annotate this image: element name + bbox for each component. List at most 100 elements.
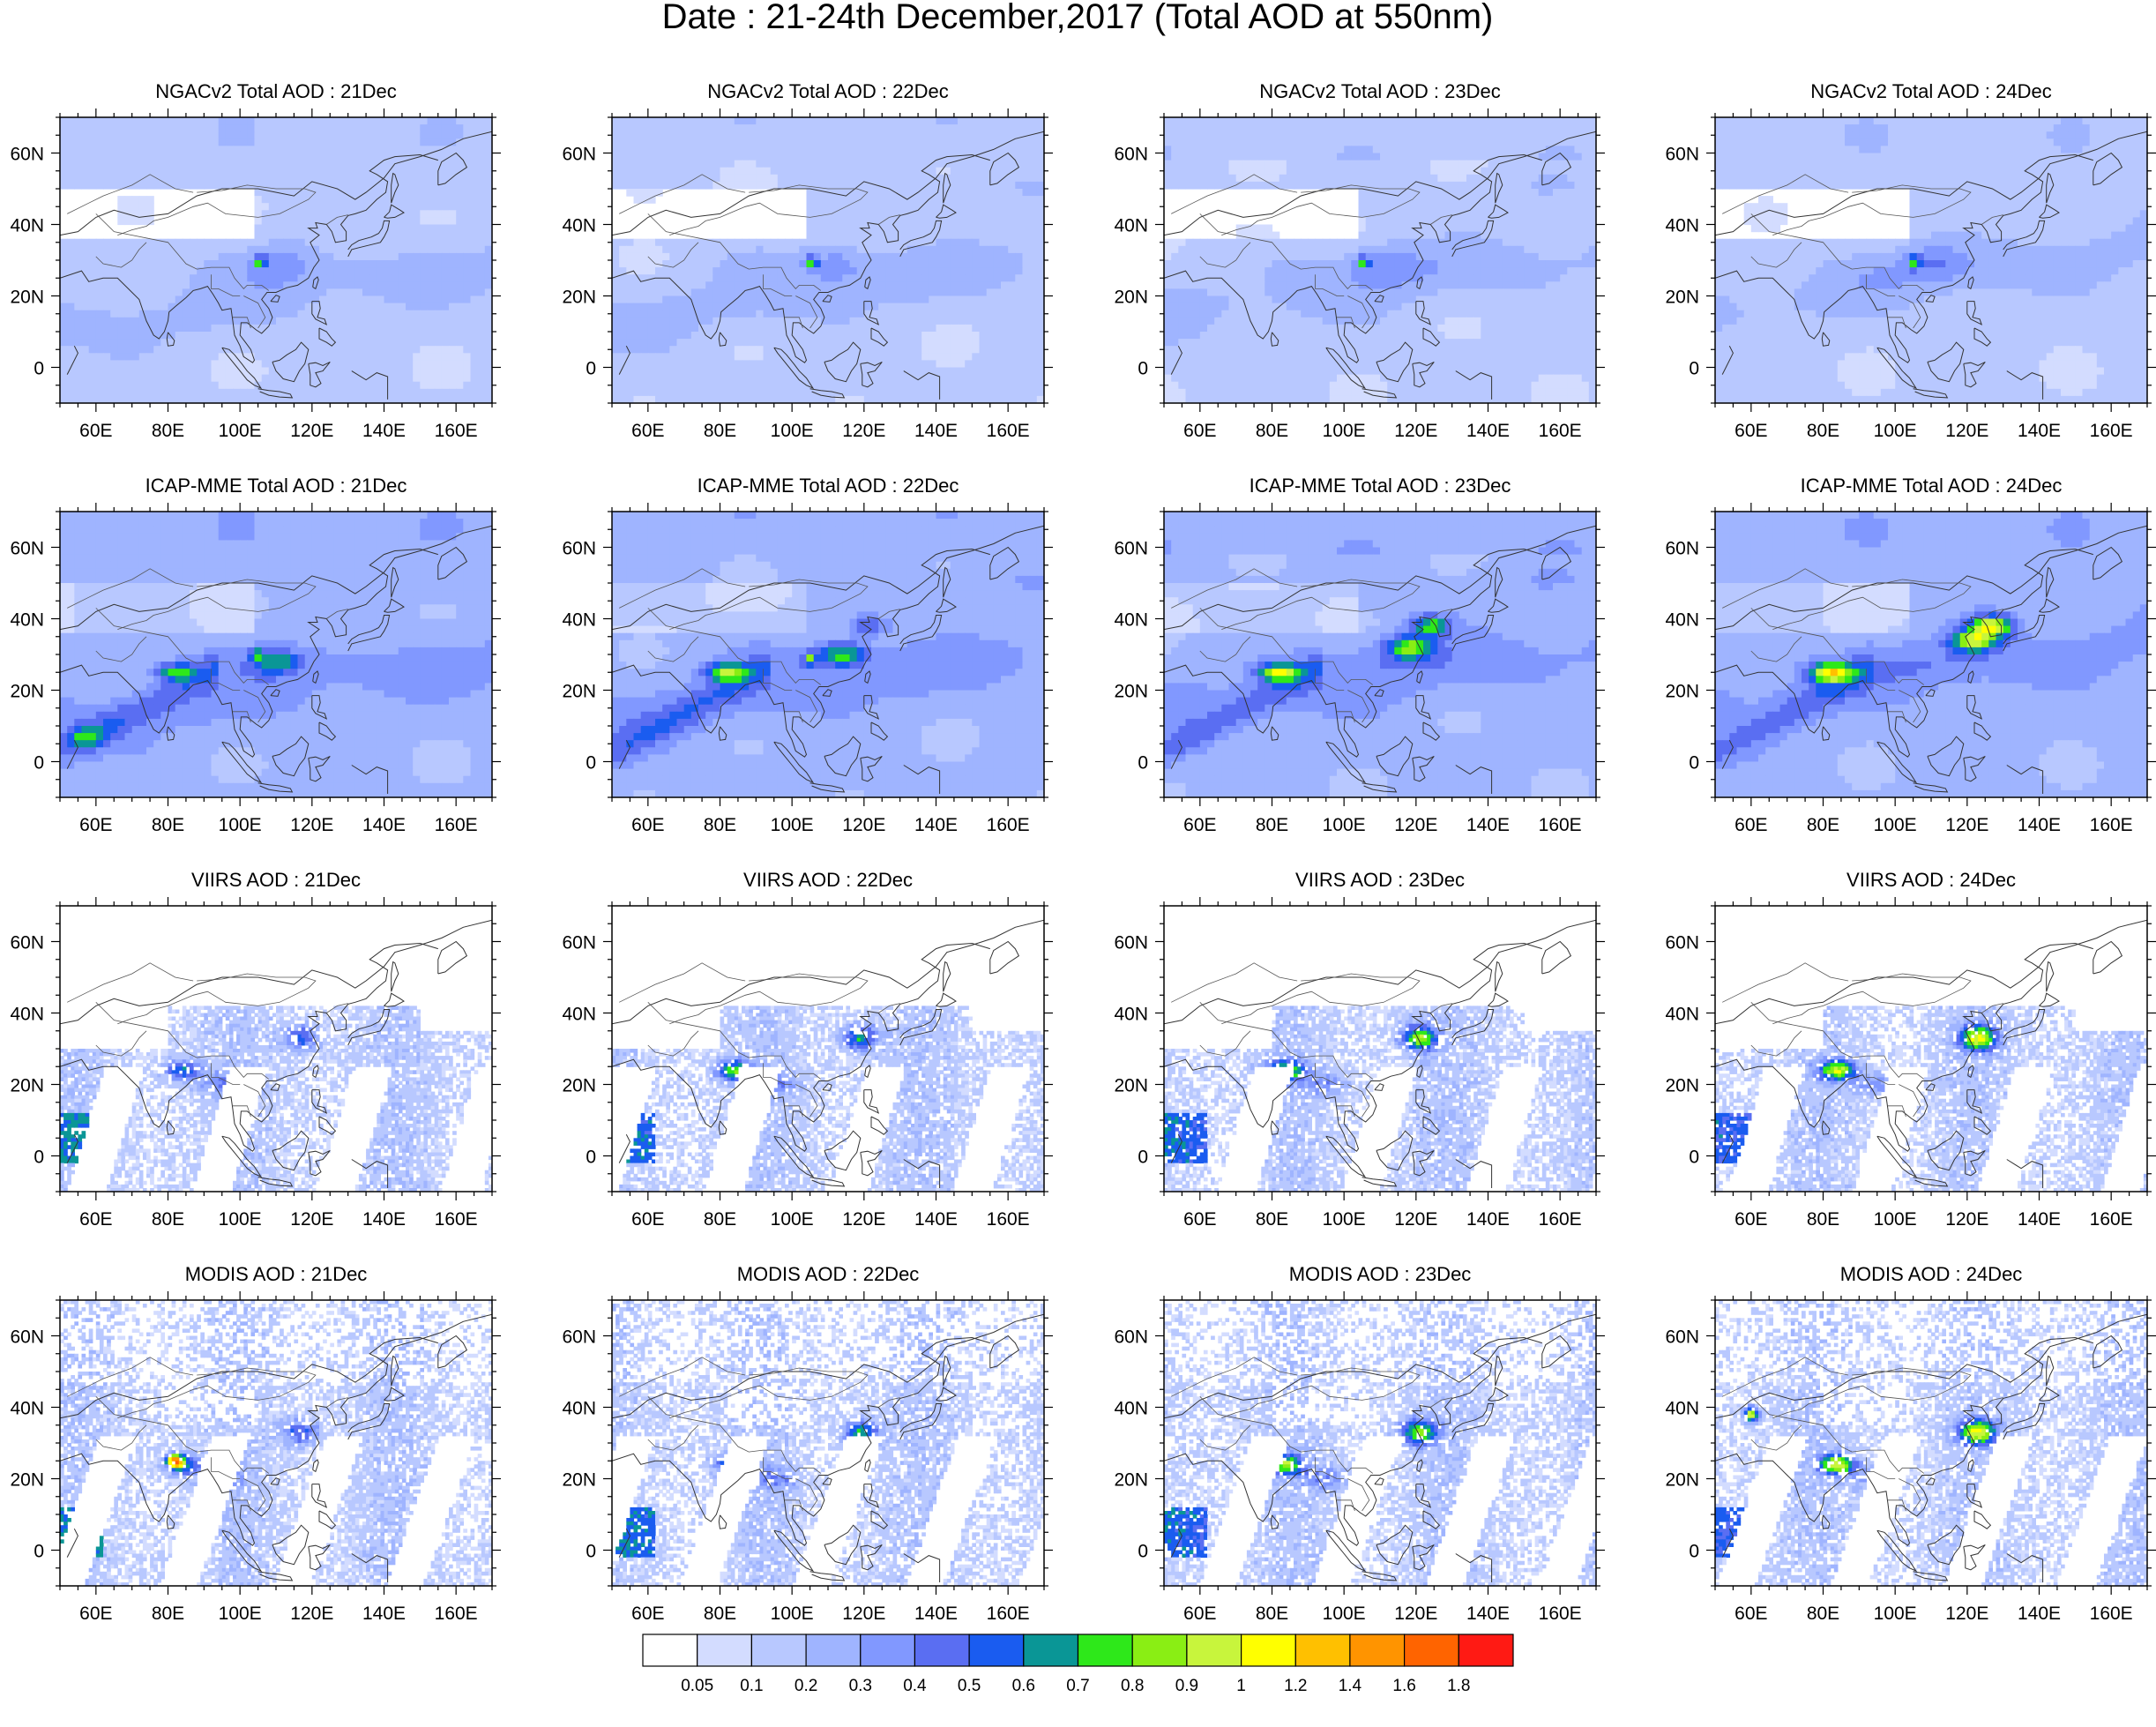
- x-tick-label: 120E: [842, 421, 885, 441]
- x-tick-label: 120E: [290, 421, 333, 441]
- colorbar-box: [1349, 1634, 1406, 1667]
- aod-field: [612, 512, 1044, 797]
- y-tick-label: 60N: [10, 145, 44, 165]
- y-tick-label: 0: [34, 359, 44, 379]
- x-tick-label: 140E: [362, 1209, 406, 1230]
- x-tick-label: 80E: [1807, 815, 1839, 835]
- y-tick-label: 20N: [562, 682, 596, 702]
- x-tick-label: 140E: [362, 815, 406, 835]
- x-tick-label: 160E: [987, 1209, 1030, 1230]
- colorbar-box: [1458, 1634, 1514, 1667]
- x-tick-label: 160E: [435, 1209, 478, 1230]
- aod-field: [1164, 906, 1596, 1192]
- panel-title: NGACv2 Total AOD : 23Dec: [1259, 80, 1501, 102]
- colorbar-label: 0.3: [849, 1677, 872, 1695]
- y-tick-label: 40N: [1665, 1399, 1699, 1419]
- map-panel: VIIRS AOD : 21Dec 60E 80E 100E 120E 140E 160E 0…: [10, 869, 501, 1230]
- colorbar-box: [968, 1634, 1025, 1667]
- y-tick-label: 0: [1138, 1542, 1148, 1562]
- map-panel: ICAP-MME Total AOD : 22Dec 60E 80E 100E 120E…: [562, 475, 1053, 835]
- x-tick-label: 100E: [771, 1209, 814, 1230]
- y-tick-label: 0: [586, 1542, 596, 1562]
- aod-field: [60, 1300, 492, 1586]
- borders: [619, 174, 900, 329]
- x-tick-label: 80E: [704, 1209, 736, 1230]
- panel-title: NGACv2 Total AOD : 22Dec: [707, 80, 949, 102]
- colorbar-label: 0.8: [1121, 1677, 1144, 1695]
- y-tick-label: 60N: [562, 539, 596, 559]
- x-tick-label: 160E: [987, 421, 1030, 441]
- colorbar-label: 0.9: [1175, 1677, 1198, 1695]
- x-tick-label: 160E: [1539, 1604, 1582, 1624]
- x-tick-label: 160E: [435, 1604, 478, 1624]
- x-tick-label: 80E: [1256, 815, 1288, 835]
- x-tick-label: 100E: [1874, 1604, 1917, 1624]
- x-tick-label: 80E: [1807, 1604, 1839, 1624]
- panel-title: NGACv2 Total AOD : 21Dec: [155, 80, 397, 102]
- y-tick-label: 0: [1689, 1148, 1699, 1168]
- panel-title: ICAP-MME Total AOD : 21Dec: [145, 475, 407, 497]
- y-tick-label: 20N: [1665, 1470, 1699, 1491]
- x-tick-label: 140E: [2018, 1604, 2061, 1624]
- colorbar-label: 1.4: [1339, 1677, 1362, 1695]
- x-tick-label: 120E: [1945, 815, 1988, 835]
- colorbar-box: [642, 1634, 698, 1667]
- x-tick-label: 100E: [219, 815, 262, 835]
- x-tick-label: 60E: [79, 421, 112, 441]
- panel-title: ICAP-MME Total AOD : 22Dec: [698, 475, 959, 497]
- x-tick-label: 60E: [1734, 1209, 1767, 1230]
- x-tick-label: 80E: [1807, 1209, 1839, 1230]
- panel-title: NGACv2 Total AOD : 24Dec: [1810, 80, 2052, 102]
- x-tick-label: 160E: [987, 815, 1030, 835]
- x-tick-label: 60E: [1734, 815, 1767, 835]
- x-tick-label: 120E: [842, 815, 885, 835]
- x-tick-label: 60E: [1734, 1604, 1767, 1624]
- y-tick-label: 20N: [1114, 682, 1148, 702]
- map-panel: MODIS AOD : 21Dec 60E 80E 100E 120E 140E 160E 0…: [10, 1263, 501, 1624]
- x-tick-label: 120E: [1945, 1209, 1988, 1230]
- map-panel: ICAP-MME Total AOD : 24Dec 60E 80E 100E 120E…: [1665, 475, 2156, 835]
- x-tick-label: 160E: [2090, 1209, 2133, 1230]
- y-tick-label: 20N: [1114, 1076, 1148, 1096]
- x-tick-label: 140E: [914, 421, 958, 441]
- colorbar-box: [805, 1634, 862, 1667]
- x-tick-label: 140E: [1466, 1604, 1510, 1624]
- x-tick-label: 120E: [842, 1604, 885, 1624]
- y-tick-label: 40N: [562, 216, 596, 236]
- map-panel: NGACv2 Total AOD : 21Dec 60E 80E 100E 120E 14…: [10, 80, 501, 441]
- y-tick-label: 60N: [562, 1327, 596, 1348]
- panel-title: VIIRS AOD : 22Dec: [743, 869, 913, 891]
- x-tick-label: 100E: [1323, 421, 1366, 441]
- x-tick-label: 80E: [152, 421, 184, 441]
- aod-field: [1164, 512, 1596, 797]
- borders: [1722, 962, 2003, 1118]
- panel-grid: NGACv2 Total AOD : 21Dec 60E 80E 100E 120E 14…: [10, 80, 2156, 1624]
- y-tick-label: 20N: [562, 288, 596, 308]
- x-tick-label: 80E: [152, 1604, 184, 1624]
- y-tick-label: 20N: [10, 1470, 44, 1491]
- x-tick-label: 60E: [79, 815, 112, 835]
- aod-field: [1715, 906, 2147, 1192]
- aod-field: [1715, 512, 2147, 797]
- borders: [1171, 962, 1452, 1118]
- colorbar-box: [1403, 1634, 1459, 1667]
- map-panel: NGACv2 Total AOD : 24Dec 60E 80E 100E 120E 14…: [1665, 80, 2156, 441]
- colorbar: 0.05 0.1 0.2 0.3 0.4 0.5 0.6 0.7 0.8 0.9 1 1.2 1.4 1.…: [642, 1634, 1514, 1695]
- y-tick-label: 60N: [1665, 145, 1699, 165]
- y-tick-label: 0: [1689, 1542, 1699, 1562]
- colorbar-label: 0.7: [1066, 1677, 1089, 1695]
- colorbar-label: 0.2: [795, 1677, 817, 1695]
- x-tick-label: 60E: [1183, 1604, 1216, 1624]
- x-tick-label: 140E: [2018, 421, 2061, 441]
- x-tick-label: 80E: [1807, 421, 1839, 441]
- y-tick-label: 20N: [562, 1470, 596, 1491]
- x-tick-label: 160E: [2090, 421, 2133, 441]
- y-tick-label: 40N: [1114, 1005, 1148, 1025]
- colorbar-box: [1023, 1634, 1079, 1667]
- colorbar-label: 1.6: [1392, 1677, 1415, 1695]
- y-tick-label: 0: [1138, 753, 1148, 774]
- y-tick-label: 0: [586, 1148, 596, 1168]
- colorbar-label: 1: [1236, 1677, 1246, 1695]
- panel-title: VIIRS AOD : 21Dec: [191, 869, 361, 891]
